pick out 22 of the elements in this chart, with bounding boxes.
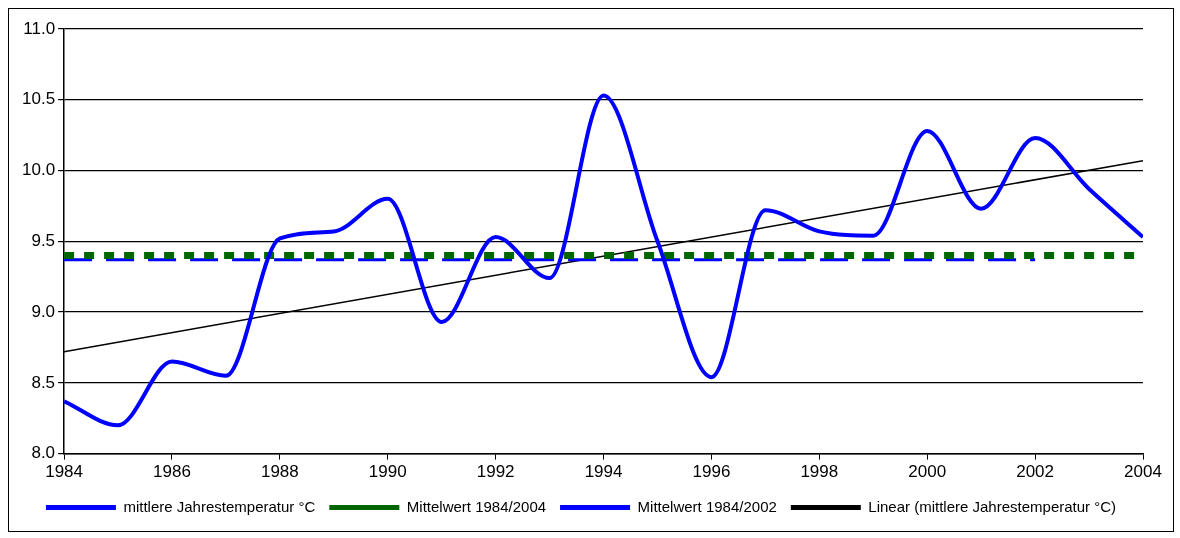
x-tick-label: 1996 <box>692 462 731 482</box>
x-tick-label: 2002 <box>1016 462 1055 482</box>
y-tick-label: 10.5 <box>21 89 56 109</box>
legend-label: mittlere Jahrestemperatur °C <box>123 497 316 515</box>
x-tick-label: 2000 <box>908 462 947 482</box>
x-tick-label: 1986 <box>153 462 191 482</box>
x-tick-label: 1990 <box>368 462 407 482</box>
x-tick-label: 2004 <box>1124 462 1162 482</box>
x-tick-label: 1994 <box>584 462 623 482</box>
y-tick-label: 9.0 <box>31 301 56 321</box>
y-tick-label: 9.5 <box>31 230 56 250</box>
x-tick-label: 1988 <box>260 462 299 482</box>
legend-label: Mittelwert 1984/2004 <box>406 497 547 515</box>
y-tick-label: 10.0 <box>21 160 56 180</box>
legend-label: Mittelwert 1984/2002 <box>637 497 777 515</box>
y-tick-label: 11.0 <box>23 18 56 38</box>
y-tick-label: 8.5 <box>31 372 56 392</box>
x-tick-label: 1998 <box>800 462 839 482</box>
legend-label: Linear (mittlere Jahrestemperatur °C) <box>868 497 1117 515</box>
y-tick-label: 8.0 <box>31 443 56 463</box>
x-tick-label: 1992 <box>476 462 515 482</box>
x-tick-label: 1984 <box>45 462 83 482</box>
